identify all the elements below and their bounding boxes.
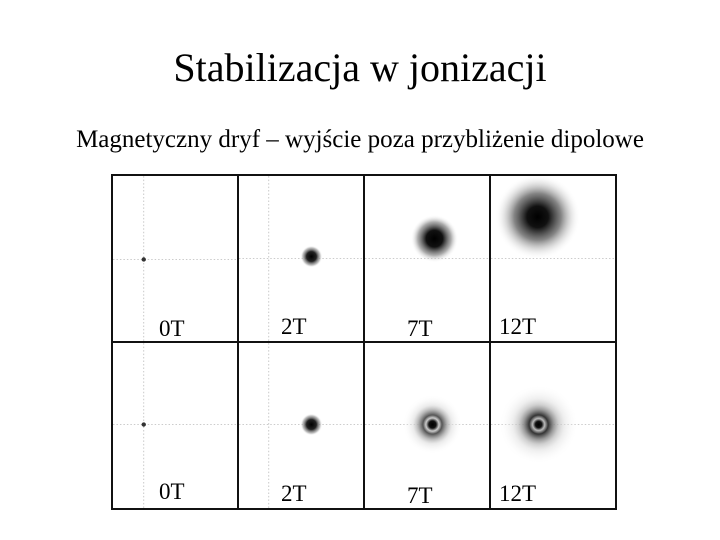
panel-label: 12T bbox=[499, 314, 537, 339]
panel-label: 0T bbox=[159, 316, 185, 341]
panel-7T-bottom: 7T bbox=[365, 343, 489, 508]
panel-label: 2T bbox=[281, 481, 307, 506]
panel-label: 7T bbox=[407, 316, 433, 341]
density-plot bbox=[365, 394, 489, 455]
slide-subtitle: Magnetyczny dryf – wyjście poza przybliż… bbox=[76, 126, 644, 153]
panel-2T-bottom: 2T bbox=[239, 343, 363, 508]
panel-label: 2T bbox=[281, 314, 307, 339]
panel-12T-bottom: 12T bbox=[491, 343, 615, 508]
panel-label: 12T bbox=[499, 481, 537, 506]
panel-2T-top: 2T bbox=[239, 176, 363, 341]
panel-12T-top: 12T bbox=[491, 176, 615, 341]
density-plot bbox=[239, 176, 363, 341]
panel-7T-top: 7T bbox=[365, 176, 489, 341]
panel-0T-top: 0T bbox=[113, 176, 237, 341]
density-plot bbox=[239, 343, 363, 508]
panel-label: 7T bbox=[407, 483, 433, 508]
density-plot bbox=[113, 176, 237, 341]
panel-label: 0T bbox=[159, 479, 185, 504]
figure-panel-grid: 0T 2T 7T bbox=[111, 174, 617, 510]
slide-title: Stabilizacja w jonizacji bbox=[173, 45, 547, 90]
density-plot bbox=[491, 384, 615, 465]
density-plot bbox=[113, 343, 237, 508]
density-plot bbox=[365, 214, 489, 263]
density-plot bbox=[491, 176, 615, 260]
panel-0T-bottom: 0T bbox=[113, 343, 237, 508]
